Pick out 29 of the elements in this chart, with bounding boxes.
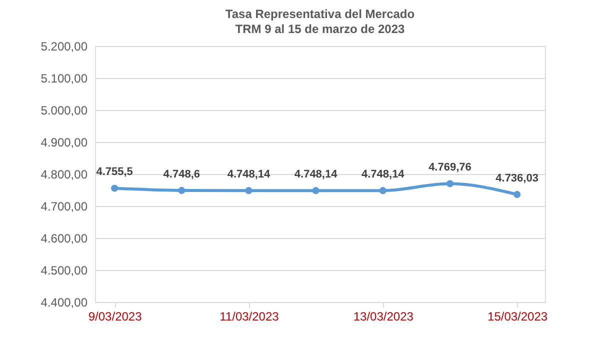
x-tick-label: 15/03/2023 <box>488 310 548 324</box>
y-tick-label: 5.000,00 <box>40 104 88 118</box>
x-tick-label: 11/03/2023 <box>220 310 280 324</box>
text: 4.769,76 <box>428 162 472 174</box>
text: 4.748,14 <box>227 168 270 181</box>
y-tick-label: 5.200,00 <box>40 40 88 54</box>
point <box>245 187 252 194</box>
x-tick-label: 13/03/2023 <box>353 310 414 324</box>
text: 4.748,14 <box>294 168 338 181</box>
point <box>379 187 386 194</box>
x-tick-label: 9/03/2023 <box>88 310 142 324</box>
y-tick-label: 4.700,00 <box>40 200 88 214</box>
y-tick-label: 4.900,00 <box>40 136 88 150</box>
chart-subtitle: TRM 9 al 15 de marzo de 2023 <box>235 22 406 36</box>
y-tick-label: 4.400,00 <box>40 296 88 310</box>
point <box>446 180 454 188</box>
point <box>312 187 320 194</box>
y-tick-label: 5.100,00 <box>40 72 88 86</box>
text: 4.736,03 <box>496 172 538 184</box>
point <box>514 190 521 198</box>
y-tick-label: 4.800,00 <box>40 168 88 182</box>
text: 4.748,14 <box>361 168 404 181</box>
y-tick-label: 4.500,00 <box>40 264 88 278</box>
chart-title: Tasa Representativa del Mercado <box>225 7 415 21</box>
text: 4.755,5 <box>96 166 133 178</box>
point <box>178 186 186 194</box>
y-tick-label: 4.600,00 <box>40 232 88 246</box>
point <box>111 184 118 192</box>
text: 4.748,6 <box>163 168 200 180</box>
